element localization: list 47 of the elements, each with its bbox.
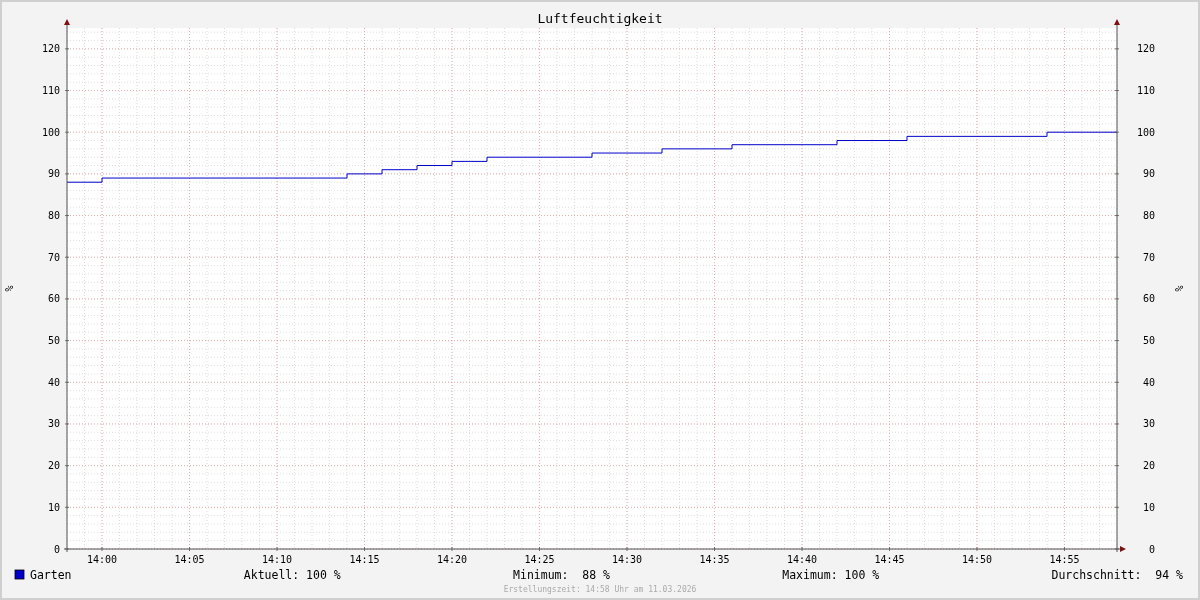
x-tick-label: 14:40 [786, 554, 818, 565]
text: Maximum: 100 % [782, 568, 880, 582]
y-tick-label: 30 [47, 418, 60, 430]
x-tick-label: 14:50 [961, 554, 993, 565]
y2-tick-label: 60 [1142, 293, 1155, 305]
x-tick-label: 14:30 [611, 554, 643, 565]
y-axis-title: % [4, 285, 15, 292]
text: Durchschnitt: 94 % [1051, 568, 1184, 582]
y2-tick-label: 30 [1142, 418, 1155, 430]
y2-tick-label: 0 [1148, 543, 1155, 555]
y-tick-label: 0 [53, 543, 60, 555]
x-tick-label: 14:20 [436, 554, 468, 565]
y-tick-label: 70 [47, 251, 60, 263]
x-tick-label: 14:35 [699, 554, 730, 565]
y-tick-label: 90 [47, 168, 60, 180]
x-tick-label: 14:15 [349, 554, 380, 565]
x-tick-label: 14:10 [261, 554, 293, 565]
y-tick-label: 110 [41, 85, 60, 97]
y2-tick-label: 40 [1142, 376, 1155, 388]
x-tick-label: 14:25 [524, 554, 555, 565]
y2-tick-label: 90 [1142, 168, 1155, 180]
y2-tick-label: 50 [1142, 335, 1155, 347]
y-tick-label: 50 [47, 335, 60, 347]
chart-title: Luftfeuchtigkeit [537, 11, 663, 26]
x-tick-label: 14:55 [1049, 554, 1080, 565]
y-tick-label: 10 [47, 501, 60, 513]
text: Aktuell: 100 % [243, 568, 341, 582]
x-tick-label: 14:05 [174, 554, 205, 565]
y2-axis-title: % [1174, 285, 1185, 292]
y2-tick-label: 20 [1142, 460, 1155, 472]
y-tick-label: 40 [47, 376, 60, 388]
legend-label: Garten [30, 568, 72, 582]
text: Minimum: 88 % [513, 568, 611, 582]
y2-tick-label: 70 [1142, 251, 1155, 263]
y2-tick-label: 80 [1142, 210, 1155, 222]
y2-tick-label: 110 [1136, 85, 1155, 97]
y2-tick-label: 10 [1142, 501, 1155, 513]
y-tick-label: 60 [47, 293, 60, 305]
y2-tick-label: 120 [1136, 43, 1155, 55]
x-tick-label: 14:00 [86, 554, 118, 565]
y-tick-label: 20 [47, 460, 60, 472]
x-tick-label: 14:45 [874, 554, 905, 565]
y2-tick-label: 100 [1136, 126, 1155, 138]
text: Erstellungszeit: 14:58 Uhr am 11.03.2026 [503, 585, 697, 594]
y-tick-label: 120 [41, 43, 60, 55]
y-tick-label: 100 [41, 126, 60, 138]
y-tick-label: 80 [47, 210, 60, 222]
